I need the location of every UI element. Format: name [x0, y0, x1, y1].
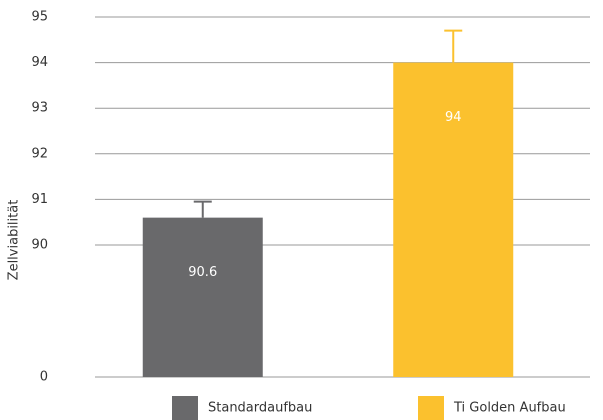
bar: [142, 217, 263, 377]
data-label: 90.6: [188, 265, 217, 280]
y-axis-label: Zellviabilität: [7, 200, 22, 281]
data-label: 94: [445, 110, 462, 125]
y-tick-label: 91: [31, 192, 48, 207]
y-tick-label: 92: [31, 146, 48, 161]
y-tick-label: 95: [31, 10, 48, 25]
legend-swatch: [418, 396, 444, 420]
legend-swatch: [172, 396, 198, 420]
bar: [393, 62, 514, 377]
y-tick-label: 0: [40, 370, 48, 385]
legend-label: Ti Golden Aufbau: [453, 401, 566, 416]
y-tick-label: 93: [31, 101, 48, 116]
y-tick-label: 90: [31, 238, 48, 253]
legend-label: Standardaufbau: [208, 401, 312, 416]
y-tick-label: 94: [31, 55, 48, 70]
